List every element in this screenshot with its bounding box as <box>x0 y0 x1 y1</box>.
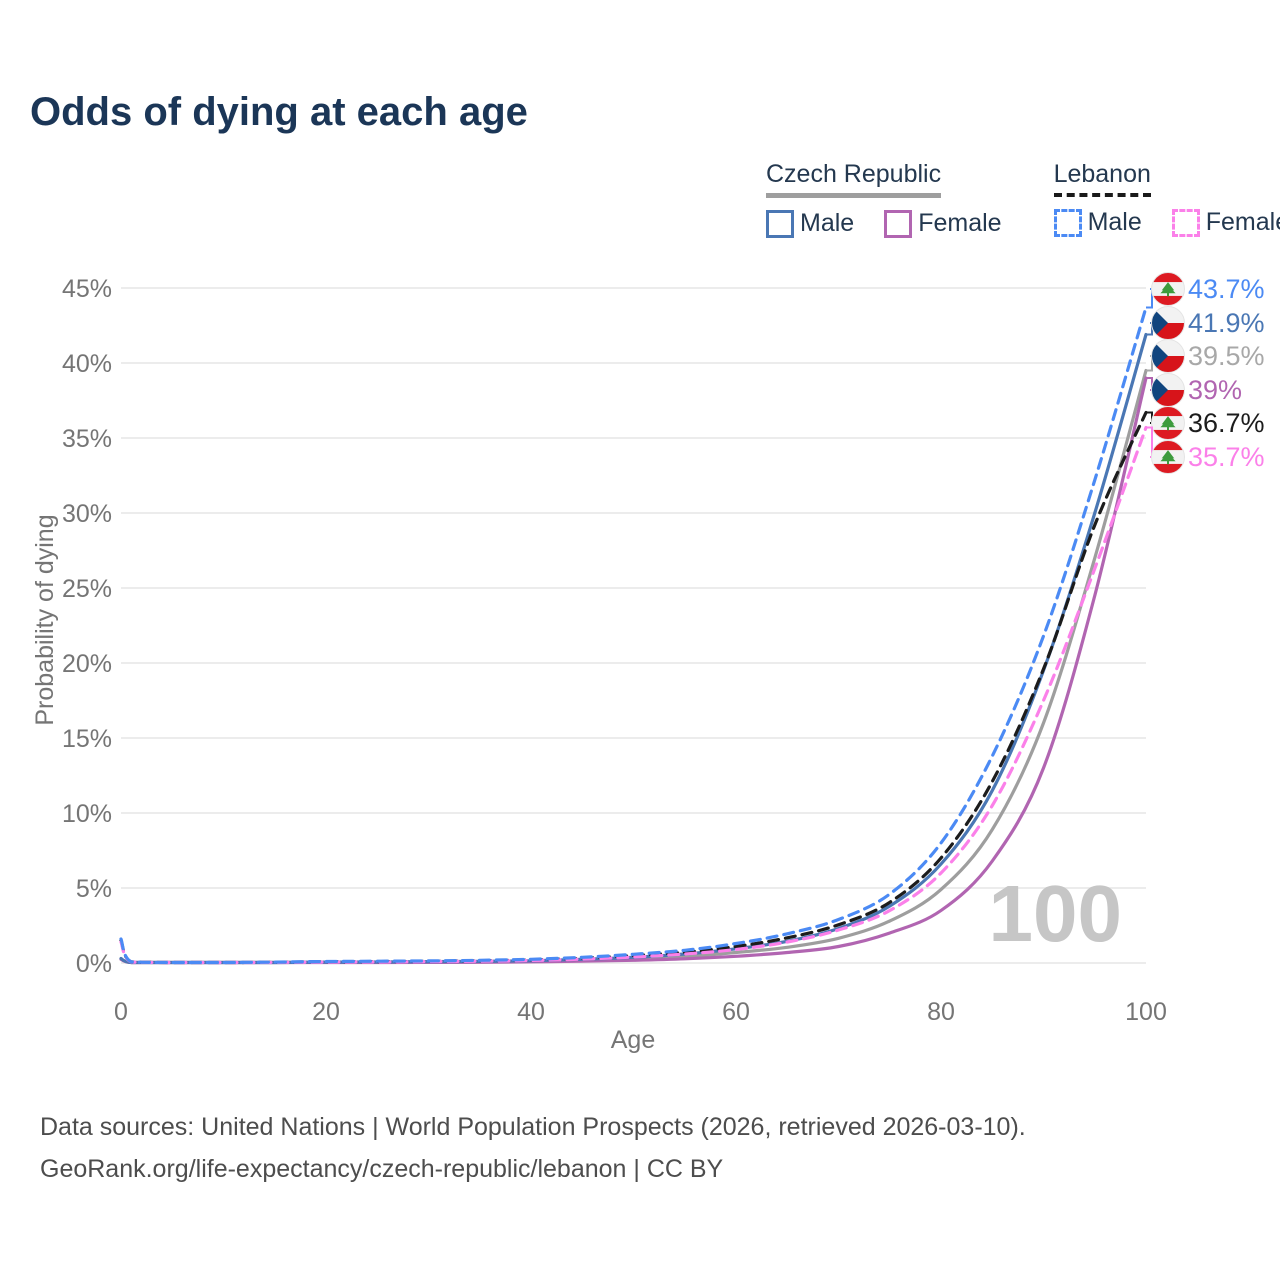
legend-item-label: Male <box>1087 208 1142 236</box>
lebanon-flag-icon <box>1151 440 1185 474</box>
end-value-label: 35.7% <box>1188 442 1265 472</box>
end-value-label: 36.7% <box>1188 408 1265 438</box>
y-tick-label: 40% <box>62 350 112 378</box>
x-tick-label: 0 <box>114 998 128 1026</box>
x-tick-label: 100 <box>1125 998 1167 1026</box>
y-tick-label: 45% <box>62 275 112 303</box>
footer-data-sources: Data sources: United Nations | World Pop… <box>40 1113 1026 1141</box>
legend-item-lebanon-female[interactable]: Female <box>1171 208 1280 237</box>
end-value-label: 41.9% <box>1188 308 1265 338</box>
age-watermark: 100 <box>989 869 1122 958</box>
czech-male-line-swatch-icon <box>766 209 794 238</box>
series-line-lebanon-male <box>119 305 1148 965</box>
legend-item-label: Female <box>918 209 1002 237</box>
y-axis-title: Probability of dying <box>31 514 59 726</box>
legend-group-lebanon: Lebanon Male Female <box>1053 160 1280 238</box>
end-value-label: 43.7% <box>1188 274 1265 304</box>
legend-group-czech-republic: Czech Republic Male Female <box>766 160 1002 238</box>
y-tick-label: 10% <box>62 800 112 828</box>
footer: Data sources: United Nations | World Pop… <box>40 1106 1026 1190</box>
label-connector <box>1146 288 1153 309</box>
legend-group-title-czech-republic: Czech Republic <box>766 160 942 198</box>
y-tick-label: 0% <box>76 950 112 978</box>
legend-item-label: Male <box>800 209 855 237</box>
y-tick-label: 25% <box>62 575 112 603</box>
y-tick-label: 20% <box>62 650 112 678</box>
legend-group-title-lebanon: Lebanon <box>1053 160 1151 197</box>
lebanon-flag-icon <box>1151 272 1185 306</box>
x-axis-title: Age <box>610 1026 656 1054</box>
end-value-label: 39% <box>1188 375 1242 405</box>
lebanon-male-line-swatch-icon <box>1053 208 1082 237</box>
legend: Czech Republic Male Female Lebanon Male <box>766 160 1280 238</box>
czech-flag-icon <box>1151 339 1185 373</box>
label-connector <box>1146 426 1153 458</box>
legend-item-lebanon-male[interactable]: Male <box>1053 208 1142 237</box>
label-connector <box>1146 355 1153 372</box>
legend-item-czech-male[interactable]: Male <box>766 209 854 238</box>
y-tick-label: 5% <box>76 875 112 903</box>
x-tick-label: 40 <box>517 998 545 1026</box>
lebanon-flag-icon <box>1151 406 1185 440</box>
end-value-label: 39.5% <box>1188 341 1265 371</box>
lebanon-female-line-swatch-icon <box>1171 208 1200 237</box>
y-tick-label: 15% <box>62 725 112 753</box>
page-title: Odds of dying at each age <box>30 90 528 134</box>
legend-item-czech-female[interactable]: Female <box>884 209 1002 238</box>
x-tick-label: 60 <box>722 998 750 1026</box>
czech-flag-icon <box>1151 373 1185 407</box>
czech-female-line-swatch-icon <box>884 209 913 238</box>
legend-item-label: Female <box>1205 208 1280 236</box>
y-tick-label: 35% <box>62 425 112 453</box>
czech-flag-icon <box>1151 306 1185 340</box>
x-tick-label: 80 <box>927 998 955 1026</box>
footer-attribution: GeoRank.org/life-expectancy/czech-republ… <box>40 1155 724 1183</box>
x-tick-label: 20 <box>312 998 340 1026</box>
y-tick-label: 30% <box>62 500 112 528</box>
